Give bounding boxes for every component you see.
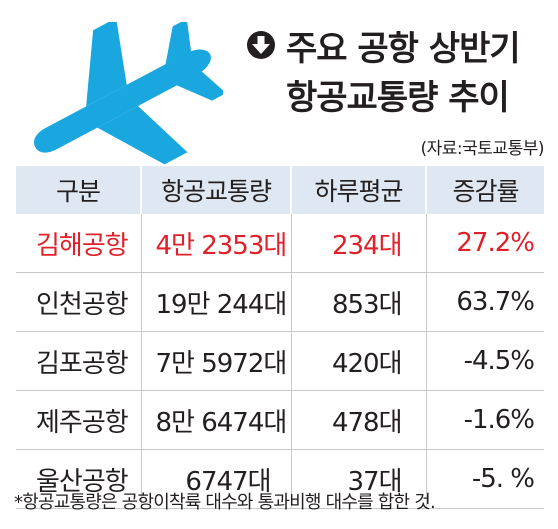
cell-airport: 울산공항 (16, 449, 141, 509)
title-block: 주요 공항 상반기 항공교통량 추이 (246, 20, 546, 118)
down-arrow-circle-icon (247, 31, 275, 59)
cell-rate: -5. % (425, 449, 544, 509)
cell-daily: 420대 (290, 331, 426, 391)
cell-daily: 37대 (290, 449, 426, 509)
cell-airport: 김포공항 (16, 331, 141, 391)
airport-traffic-table: 구분 항공교통량 하루평균 증감률 김해공항 4만 2353대 234대 27.… (16, 166, 544, 509)
cell-airport: 인천공항 (16, 272, 141, 332)
cell-traffic: 8만 6474대 (140, 390, 291, 450)
cell-airport: 제주공항 (16, 390, 141, 450)
cell-daily: 478대 (290, 390, 426, 450)
title-line-2: 항공교통량 추이 (286, 78, 510, 118)
header-daily-average: 하루평균 (290, 166, 426, 214)
cell-airport: 김해공항 (16, 214, 141, 273)
table-row: 제주공항 8만 6474대 478대 -1.6% (16, 390, 544, 450)
table-row: 인천공항 19만 244대 853대 63.7% (16, 272, 544, 332)
source-label: (자료:국토교통부) (420, 139, 545, 159)
header-category: 구분 (16, 166, 141, 214)
cell-traffic: 19만 244대 (140, 272, 291, 332)
cell-rate: -1.6% (425, 390, 544, 450)
table-row: 김해공항 4만 2353대 234대 27.2% (16, 214, 544, 273)
footnote: *항공교통량은 공항이착륙 대수와 통과비행 대수를 합한 것. (14, 492, 436, 513)
table-header-row: 구분 항공교통량 하루평균 증감률 (16, 166, 544, 214)
table-row: 김포공항 7만 5972대 420대 -4.5% (16, 331, 544, 391)
cell-daily: 853대 (290, 272, 426, 332)
cell-traffic: 4만 2353대 (140, 214, 291, 273)
cell-daily: 234대 (290, 214, 426, 273)
table-row: 울산공항 6747대 37대 -5. % (16, 449, 544, 509)
cell-traffic: 6747대 (140, 449, 291, 509)
header-change-rate: 증감률 (425, 166, 544, 214)
cell-rate: 63.7% (425, 272, 544, 332)
airplane-icon (34, 22, 223, 165)
cell-rate: -4.5% (425, 331, 544, 391)
title-line-1: 주요 공항 상반기 (246, 20, 546, 70)
header-traffic: 항공교통량 (140, 166, 291, 214)
title-text-1: 주요 공항 상반기 (286, 28, 521, 69)
cell-traffic: 7만 5972대 (140, 331, 291, 391)
cell-rate: 27.2% (425, 214, 544, 273)
